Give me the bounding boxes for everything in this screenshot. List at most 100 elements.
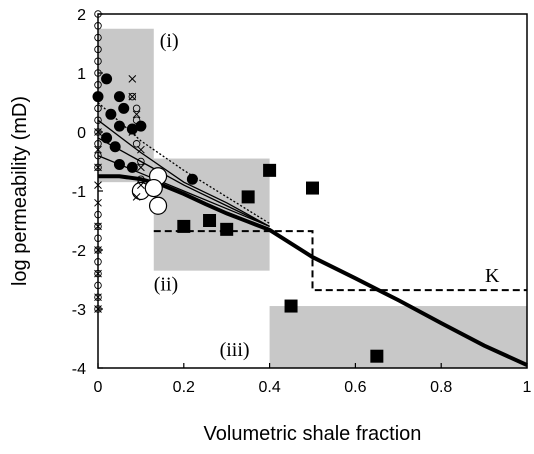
data-point-filled-circle (118, 102, 130, 114)
x-tick-label: 1 (523, 379, 532, 396)
data-point-filled-circle (109, 141, 121, 153)
data-point-cross (128, 128, 137, 136)
data-point-small-circle (94, 163, 102, 172)
data-point-small-circle (94, 210, 102, 219)
data-point-filled-circle (113, 120, 125, 132)
data-point-cross (94, 163, 102, 172)
data-point-small-circle (94, 269, 102, 278)
data-point-cross (94, 222, 102, 231)
data-point-small-circle (94, 45, 102, 54)
data-point-filled-circle (126, 161, 138, 173)
data-point-square (177, 219, 191, 233)
data-point-small-circle (132, 104, 141, 113)
data-point-filled-circle (101, 73, 113, 85)
x-tick-label: 0.6 (344, 379, 366, 396)
cross-stroke (94, 293, 102, 302)
cross-stroke (137, 145, 145, 154)
data-point-cross (94, 145, 102, 154)
data-point-small-circle (137, 157, 145, 166)
data-point-filled-circle (101, 132, 113, 144)
ticks-layer: 0 0.2 0.4 0.6 0.8 1 2 1 0 -1 -2 -3 -4 (72, 7, 532, 396)
data-point-square (203, 214, 217, 227)
cross-stroke (128, 128, 137, 136)
data-point-open-circle (148, 196, 168, 215)
y-tick-label: 2 (77, 7, 86, 24)
cross-stroke (94, 198, 102, 207)
data-point-small-circle (137, 175, 145, 183)
y-axis-title: log permeability (mD) (9, 96, 31, 286)
data-point-small-circle (94, 33, 102, 42)
y-tick-label: -1 (72, 184, 86, 201)
y-tick-label: -4 (72, 361, 86, 378)
y-tick-label: 0 (77, 125, 86, 142)
data-point-filled-circle (126, 123, 138, 135)
data-point-small-circle (94, 57, 102, 65)
data-point-small-circle (94, 92, 102, 101)
data-point-filled-circle (113, 91, 125, 103)
cross-stroke (128, 75, 137, 83)
y-tick-label: 1 (77, 66, 86, 83)
data-point-small-circle (94, 222, 102, 231)
data-point-filled-circle (113, 158, 125, 170)
region-label: (i) (160, 30, 179, 52)
x-axis-title: Volumetric shale fraction (204, 423, 422, 445)
data-point-filled-circle (92, 91, 104, 103)
data-point-small-circle (94, 22, 102, 30)
data-point-small-circle (94, 293, 102, 301)
cross-stroke (137, 163, 145, 172)
data-point-small-circle (94, 281, 102, 290)
annotation-label: K (485, 265, 500, 287)
region-label: (ii) (154, 274, 178, 296)
points-layer (92, 10, 384, 363)
data-point-cross (94, 293, 102, 302)
data-point-small-circle (94, 234, 102, 242)
data-point-square (370, 349, 384, 363)
data-point-filled-circle (105, 108, 117, 120)
x-tick-label: 0.8 (430, 379, 452, 396)
data-point-cross (132, 193, 141, 201)
data-point-small-circle (94, 116, 102, 124)
x-tick-label: 0.2 (173, 379, 195, 396)
cross-stroke (94, 269, 102, 278)
model-curve (97, 102, 270, 225)
cross-stroke (137, 181, 145, 189)
data-point-filled-circle (135, 120, 147, 132)
labels-layer: (i) (ii) (iii) (154, 30, 250, 361)
data-point-cross (94, 269, 102, 278)
data-point-small-circle (132, 116, 141, 124)
region-label: (iii) (220, 339, 250, 361)
data-point-small-circle (94, 104, 102, 113)
cross-stroke (132, 193, 141, 201)
data-point-cross (137, 181, 145, 189)
data-point-cross (137, 163, 145, 172)
cross-stroke (128, 92, 137, 101)
data-point-square (284, 299, 298, 313)
data-point-cross (94, 198, 102, 207)
data-point-square (241, 190, 255, 204)
cross-stroke (132, 110, 141, 119)
x-tick-label: 0.4 (258, 379, 280, 396)
cross-stroke (94, 222, 102, 231)
data-point-small-circle (128, 92, 137, 101)
cross-stroke (94, 163, 102, 172)
data-point-small-circle (94, 81, 102, 89)
data-point-cross (132, 110, 141, 119)
data-point-cross (128, 75, 137, 83)
data-point-square (306, 181, 319, 195)
data-point-small-circle (94, 151, 102, 160)
data-point-cross (128, 92, 137, 101)
data-point-open-circle (144, 178, 163, 198)
data-point-cross (137, 145, 145, 154)
cross-stroke (94, 145, 102, 154)
y-tick-label: -3 (72, 302, 86, 319)
data-point-cross (94, 181, 102, 189)
data-point-small-circle (132, 140, 141, 148)
data-point-square (263, 163, 277, 177)
model-curve (97, 137, 270, 227)
y-tick-label: -2 (72, 243, 86, 260)
data-point-filled-circle (186, 173, 198, 185)
data-point-small-circle (94, 258, 102, 266)
cross-stroke (94, 181, 102, 189)
x-tick-label: 0 (94, 379, 103, 396)
